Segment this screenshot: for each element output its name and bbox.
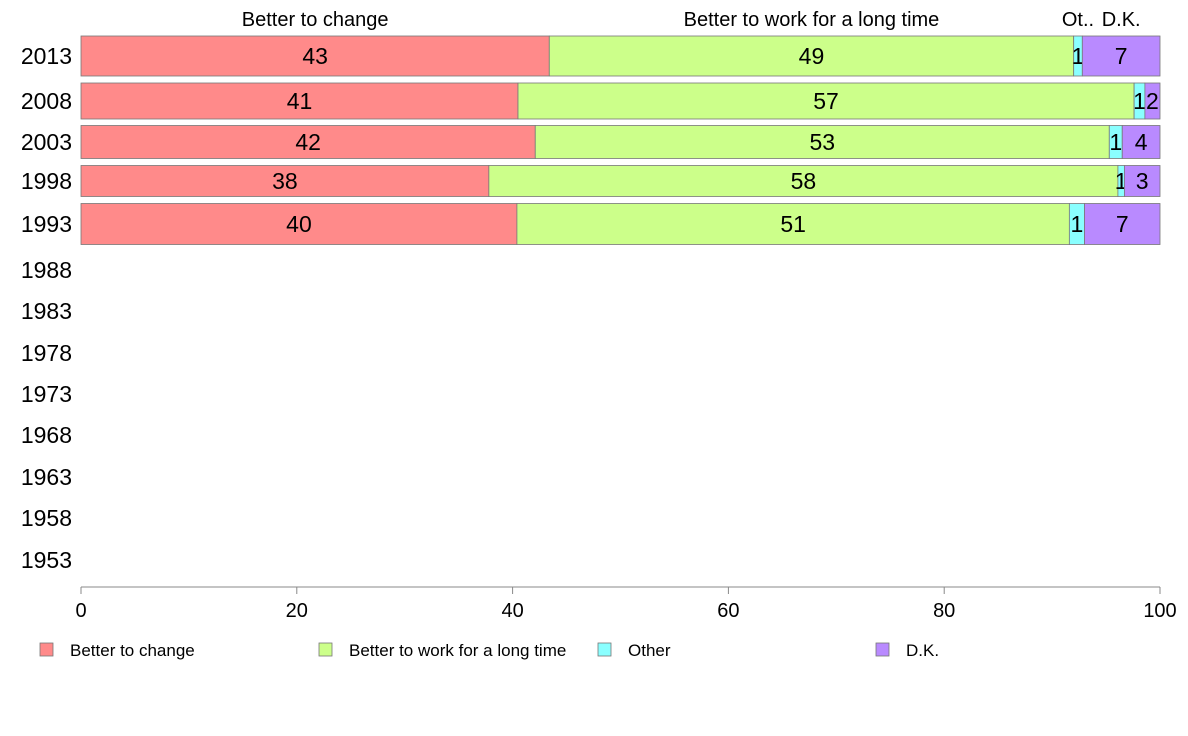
legend-label-0: Better to change [70, 641, 195, 660]
bar-2003-0 [80, 125, 536, 159]
y-label-1978: 1978 [21, 340, 72, 366]
legend-swatch-0 [39, 642, 54, 657]
data-label-1993-3: 7 [1116, 211, 1129, 237]
y-label-2013: 2013 [21, 43, 72, 69]
x-tick-label-100: 100 [1143, 600, 1176, 622]
data-label-2003-0: 42 [295, 129, 321, 155]
data-label-2013-3: 7 [1115, 43, 1128, 69]
data-label-2008-1: 57 [813, 88, 839, 114]
legend-swatch-2 [597, 642, 612, 657]
data-label-2013-0: 43 [302, 43, 328, 69]
y-label-1958: 1958 [21, 505, 72, 531]
bar-1993-1 [516, 203, 1070, 245]
data-label-2003-1: 53 [809, 129, 835, 155]
y-label-2008: 2008 [21, 88, 72, 114]
y-label-1963: 1963 [21, 464, 72, 490]
legend-swatch-3 [875, 642, 890, 657]
legend-label-1: Better to work for a long time [349, 641, 566, 660]
y-label-1973: 1973 [21, 381, 72, 407]
y-label-1983: 1983 [21, 298, 72, 324]
data-label-1998-1: 58 [791, 168, 817, 194]
data-label-1998-0: 38 [272, 168, 298, 194]
data-label-2013-2: 1 [1072, 43, 1085, 69]
column-header-1: Better to work for a long time [684, 9, 940, 31]
legend: Better to change Better to work for a lon… [39, 641, 939, 660]
bar-1993-3 [1084, 203, 1161, 245]
legend-label-3: D.K. [906, 641, 939, 660]
legend-swatch-1 [318, 642, 333, 657]
y-label-1968: 1968 [21, 422, 72, 448]
data-label-2003-2: 1 [1109, 129, 1122, 155]
column-headers: Better to change Better to work for a lon… [242, 9, 1141, 31]
y-label-1953: 1953 [21, 547, 72, 573]
bar-1993-0 [80, 203, 518, 245]
bar-2008-0 [80, 82, 519, 120]
data-label-2003-3: 4 [1135, 129, 1148, 155]
x-tick-label-40: 40 [501, 600, 523, 622]
x-tick-label-80: 80 [933, 600, 955, 622]
legend-label-2: Other [628, 641, 671, 660]
data-label-2008-2: 1 [1133, 88, 1146, 114]
bar-2008-3 [1144, 82, 1161, 120]
bar-2003-1 [534, 125, 1110, 159]
x-tick-label-20: 20 [286, 600, 308, 622]
x-tick-label-60: 60 [717, 600, 739, 622]
data-label-1993-1: 51 [780, 211, 806, 237]
y-label-1988: 1988 [21, 257, 72, 283]
data-label-2008-3: 2 [1146, 88, 1159, 114]
bar-2013-1 [548, 35, 1075, 77]
data-label-2008-0: 41 [287, 88, 313, 114]
bars: 43 49 1 741 57 1 242 53 1 438 58 1 340 51 1 7 [80, 35, 1161, 245]
column-header-0: Better to change [242, 9, 389, 31]
bar-2008-1 [517, 82, 1135, 120]
x-tick-label-0: 0 [75, 600, 86, 622]
column-header-3: D.K. [1102, 9, 1141, 31]
bar-1998-0 [80, 165, 490, 197]
bar-1998-1 [488, 165, 1119, 197]
data-label-1993-0: 40 [286, 211, 312, 237]
bar-2003-3 [1121, 125, 1161, 159]
y-axis-labels: 2013 2008 2003 1998 1993 1988 1983 1978 1973 1968… [21, 43, 72, 573]
y-label-2003: 2003 [21, 129, 72, 155]
y-label-1993: 1993 [21, 211, 72, 237]
y-label-1998: 1998 [21, 168, 72, 194]
x-axis: 0 20 40 60 80 100 [75, 586, 1177, 622]
data-label-2013-1: 49 [799, 43, 825, 69]
data-label-1998-3: 3 [1136, 168, 1149, 194]
bar-1998-3 [1123, 165, 1161, 197]
column-header-2: Ot.. [1062, 9, 1094, 31]
bar-2013-3 [1081, 35, 1161, 77]
bar-2013-0 [80, 35, 550, 77]
data-label-1993-2: 1 [1071, 211, 1084, 237]
